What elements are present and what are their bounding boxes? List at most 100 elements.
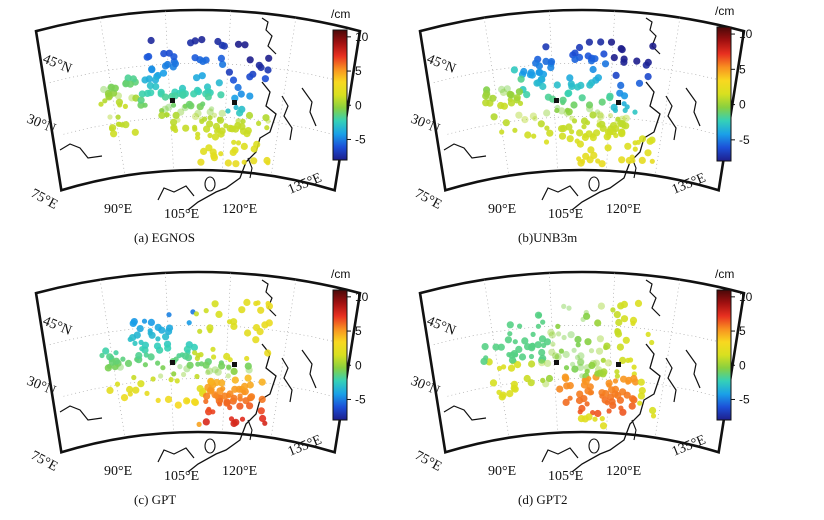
station-marker	[215, 79, 223, 87]
station-marker	[106, 353, 114, 361]
station-marker	[241, 41, 249, 49]
station-marker	[490, 113, 498, 121]
station-marker	[155, 397, 161, 403]
station-marker	[165, 103, 173, 111]
station-marker	[606, 92, 614, 100]
colorbar-tick-label: 5	[355, 64, 362, 78]
colorbar	[332, 289, 348, 421]
station-marker	[563, 109, 571, 117]
colorbar-tick-label: 0	[739, 358, 746, 372]
station-marker	[597, 302, 606, 310]
station-marker	[205, 369, 211, 375]
station-marker	[644, 149, 652, 157]
station-marker	[545, 374, 554, 383]
station-marker	[610, 54, 618, 62]
station-marker	[577, 352, 585, 360]
station-marker	[596, 122, 602, 128]
station-marker	[186, 361, 194, 369]
station-marker	[265, 300, 271, 307]
station-marker	[226, 364, 232, 370]
station-marker	[237, 393, 243, 399]
station-marker	[567, 395, 573, 401]
station-marker	[584, 387, 592, 395]
station-marker	[571, 347, 577, 353]
station-marker	[238, 306, 246, 314]
station-marker	[585, 130, 593, 138]
station-marker	[571, 55, 579, 64]
station-marker	[601, 60, 610, 68]
station-marker	[614, 369, 620, 375]
colorbar-unit: /cm	[331, 7, 350, 21]
station-marker	[503, 85, 511, 93]
meridian-line	[654, 279, 681, 438]
station-marker	[556, 385, 564, 393]
hainan-island	[204, 438, 216, 454]
colorbar-tick-label: 10	[739, 290, 753, 304]
station-marker	[567, 331, 575, 339]
border-line	[261, 17, 277, 55]
station-marker	[234, 40, 243, 48]
colorbar-unit: /cm	[715, 267, 734, 281]
station-marker	[650, 413, 657, 419]
station-marker	[634, 299, 643, 307]
border-line	[59, 405, 103, 421]
coastline	[571, 81, 661, 211]
station-marker	[209, 148, 217, 156]
station-marker	[547, 64, 555, 72]
station-marker	[561, 334, 567, 341]
station-marker	[612, 71, 620, 79]
station-marker	[250, 157, 258, 165]
station-marker	[538, 335, 547, 343]
colorbar-tick-label: 5	[739, 324, 746, 338]
station-marker	[243, 298, 251, 306]
station-marker	[576, 359, 585, 367]
colorbar-unit: /cm	[715, 4, 734, 18]
city-marker	[170, 98, 175, 103]
colorbar	[716, 26, 732, 162]
station-marker	[218, 151, 224, 157]
station-marker	[237, 90, 245, 98]
station-marker	[218, 397, 224, 403]
meridian-line	[606, 272, 616, 433]
station-marker	[538, 359, 546, 367]
station-marker	[231, 376, 239, 384]
station-marker	[589, 111, 597, 119]
station-marker	[225, 108, 231, 114]
station-marker	[638, 135, 647, 143]
station-marker	[566, 135, 574, 143]
city-marker	[232, 362, 237, 367]
station-marker	[607, 38, 616, 46]
colorbar-tick-label: 10	[355, 290, 369, 304]
station-marker	[537, 75, 546, 83]
station-marker	[574, 335, 582, 344]
lon-tick-label: 120°E	[222, 202, 257, 217]
station-marker	[206, 387, 215, 395]
station-marker	[594, 109, 601, 115]
station-marker	[649, 339, 655, 346]
station-marker	[166, 312, 172, 318]
station-marker	[567, 80, 575, 88]
station-marker	[513, 94, 521, 102]
station-marker	[164, 344, 172, 352]
station-marker	[198, 352, 204, 358]
station-marker	[625, 379, 631, 385]
border-line	[541, 447, 579, 463]
station-marker	[628, 402, 636, 410]
station-marker	[528, 360, 536, 368]
station-marker	[238, 123, 246, 131]
station-marker	[585, 101, 594, 109]
station-marker	[515, 88, 524, 96]
station-marker	[152, 83, 160, 91]
station-marker	[244, 374, 252, 382]
station-marker	[644, 73, 652, 81]
station-marker	[620, 315, 629, 323]
station-marker	[521, 337, 529, 345]
station-marker	[615, 116, 621, 122]
station-marker	[616, 343, 625, 351]
lon-tick-label: 90°E	[488, 464, 516, 479]
station-marker	[217, 91, 225, 99]
station-marker	[576, 390, 584, 398]
station-marker	[584, 52, 592, 60]
station-marker	[210, 154, 218, 162]
